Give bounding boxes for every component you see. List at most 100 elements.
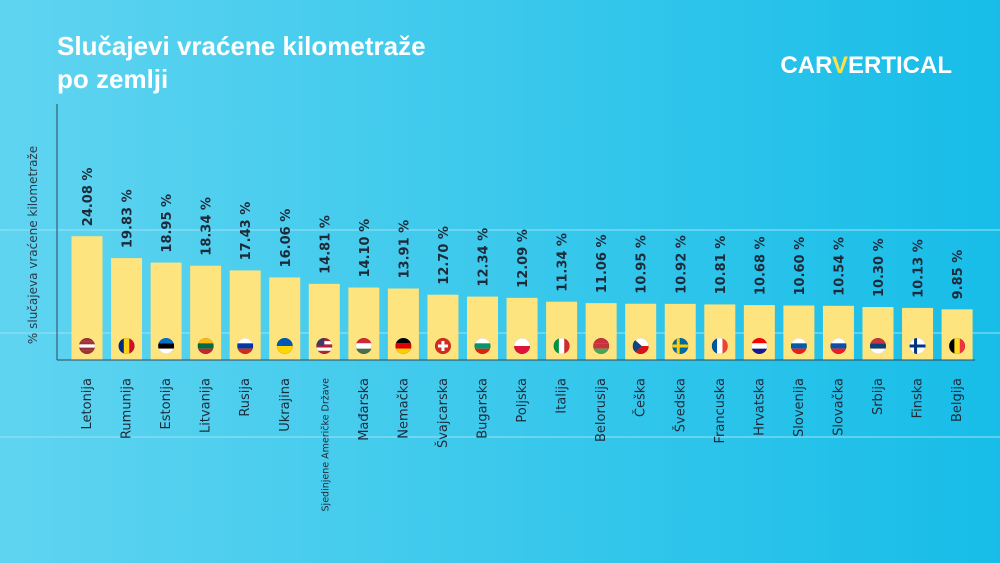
flag-stripe bbox=[79, 338, 95, 342]
value-label: 10.54 % bbox=[832, 237, 847, 296]
flag-cross bbox=[672, 344, 689, 348]
flag-cross bbox=[676, 338, 680, 354]
y-axis-label: % slučajeva vraćene kilometraže bbox=[26, 146, 40, 344]
flag-cross bbox=[909, 344, 926, 348]
flag-stripe bbox=[870, 338, 886, 344]
x-tick-label: Rumunija bbox=[120, 378, 135, 439]
value-label: 9.85 % bbox=[951, 250, 966, 300]
value-label: 10.68 % bbox=[753, 236, 768, 295]
flag-stripe bbox=[870, 348, 886, 354]
flag-canton bbox=[316, 338, 325, 346]
flag-stripe bbox=[632, 346, 649, 354]
flag-stripe bbox=[830, 348, 847, 354]
flag-stripe bbox=[717, 338, 723, 354]
value-label: 10.81 % bbox=[714, 236, 729, 295]
x-tick-label: Francuska bbox=[713, 378, 728, 444]
flag-stripe bbox=[237, 348, 254, 354]
value-label: 10.30 % bbox=[872, 238, 887, 297]
value-label: 14.10 % bbox=[358, 219, 373, 278]
flag-stripe bbox=[197, 348, 214, 354]
flag-stripe bbox=[79, 341, 95, 345]
flag-stripe bbox=[474, 343, 491, 349]
flag-stripe bbox=[316, 347, 333, 351]
flag-stripe bbox=[355, 343, 372, 349]
x-tick-label: Hrvatska bbox=[752, 378, 767, 436]
flag bbox=[316, 338, 333, 354]
value-label: 12.70 % bbox=[437, 226, 452, 285]
flag-stripe bbox=[790, 348, 807, 354]
flag bbox=[79, 338, 95, 354]
x-tick-label: Rusija bbox=[238, 378, 253, 417]
flag-stripe bbox=[474, 338, 491, 344]
flag-stripe bbox=[395, 338, 412, 344]
flag bbox=[553, 338, 570, 354]
value-label: 10.92 % bbox=[674, 235, 689, 294]
flag-stripe bbox=[158, 343, 175, 349]
flag-stripe bbox=[949, 338, 955, 354]
x-tick-label: Poljska bbox=[515, 378, 530, 423]
flag bbox=[158, 338, 175, 354]
flag-stripe bbox=[123, 338, 130, 354]
flag-stripe bbox=[593, 338, 610, 344]
x-tick-label: Sjedinjene Američke Države bbox=[320, 378, 331, 512]
flag-stripe bbox=[751, 338, 768, 344]
flag-stripe bbox=[514, 338, 531, 346]
flag-stripe bbox=[474, 348, 491, 354]
flag-stripe bbox=[79, 347, 95, 351]
value-label: 12.09 % bbox=[516, 229, 531, 288]
x-tick-label: Švedska bbox=[672, 378, 688, 432]
flag-stripe bbox=[355, 338, 372, 344]
flag bbox=[909, 338, 926, 354]
value-label: 17.43 % bbox=[239, 202, 254, 261]
value-label: 18.95 % bbox=[160, 194, 175, 253]
x-tick-label: Estonija bbox=[159, 378, 174, 429]
x-tick-label: Litvanija bbox=[199, 378, 214, 433]
flag-stripe bbox=[790, 343, 807, 349]
value-label: 11.06 % bbox=[595, 234, 610, 293]
logo-part: CAR bbox=[780, 52, 832, 79]
flag-stripe bbox=[79, 344, 95, 348]
flag-stripe bbox=[751, 348, 768, 354]
flag-stripe bbox=[158, 348, 175, 354]
flag-stripe bbox=[711, 338, 718, 354]
x-tick-label: Slovenija bbox=[792, 378, 807, 437]
flag-stripe bbox=[158, 338, 175, 344]
flag bbox=[237, 338, 254, 354]
flag-stripe bbox=[118, 338, 124, 354]
flag-stripe bbox=[830, 338, 847, 344]
value-label: 24.08 % bbox=[81, 168, 96, 227]
flag bbox=[672, 338, 689, 354]
chart-title: po zemlji bbox=[57, 64, 168, 94]
flag-stripe bbox=[751, 343, 768, 349]
flag-stripe bbox=[395, 348, 412, 354]
value-label: 18.34 % bbox=[200, 197, 215, 256]
x-tick-label: Slovačka bbox=[831, 378, 846, 436]
flag bbox=[355, 338, 372, 354]
flag-stripe bbox=[129, 338, 135, 354]
logo-part: ERTICAL bbox=[848, 52, 952, 79]
flag-stripe bbox=[959, 338, 966, 354]
logo: CARVERTICAL bbox=[780, 52, 952, 79]
flag-stripe bbox=[237, 343, 254, 349]
flag-stripe bbox=[722, 338, 728, 354]
value-label: 10.60 % bbox=[793, 237, 808, 296]
flag bbox=[632, 338, 649, 354]
chart-title: Slučajevi vraćene kilometraže bbox=[57, 31, 426, 61]
flag-stripe bbox=[558, 338, 565, 354]
flag-stripe bbox=[954, 338, 960, 354]
flag bbox=[830, 338, 847, 354]
flag-stripe bbox=[870, 343, 886, 349]
x-tick-label: Srbija bbox=[871, 378, 886, 415]
flag-stripe bbox=[564, 338, 570, 354]
value-label: 11.34 % bbox=[556, 233, 571, 292]
x-tick-label: Češka bbox=[633, 378, 649, 417]
flag bbox=[434, 338, 451, 354]
x-tick-label: Italija bbox=[555, 378, 570, 414]
x-tick-label: Bugarska bbox=[476, 378, 491, 439]
x-tick-label: Finska bbox=[911, 378, 926, 418]
flag-stripe bbox=[237, 338, 254, 344]
flag-stripe bbox=[593, 348, 610, 354]
flag bbox=[593, 338, 610, 354]
flag bbox=[790, 338, 807, 354]
